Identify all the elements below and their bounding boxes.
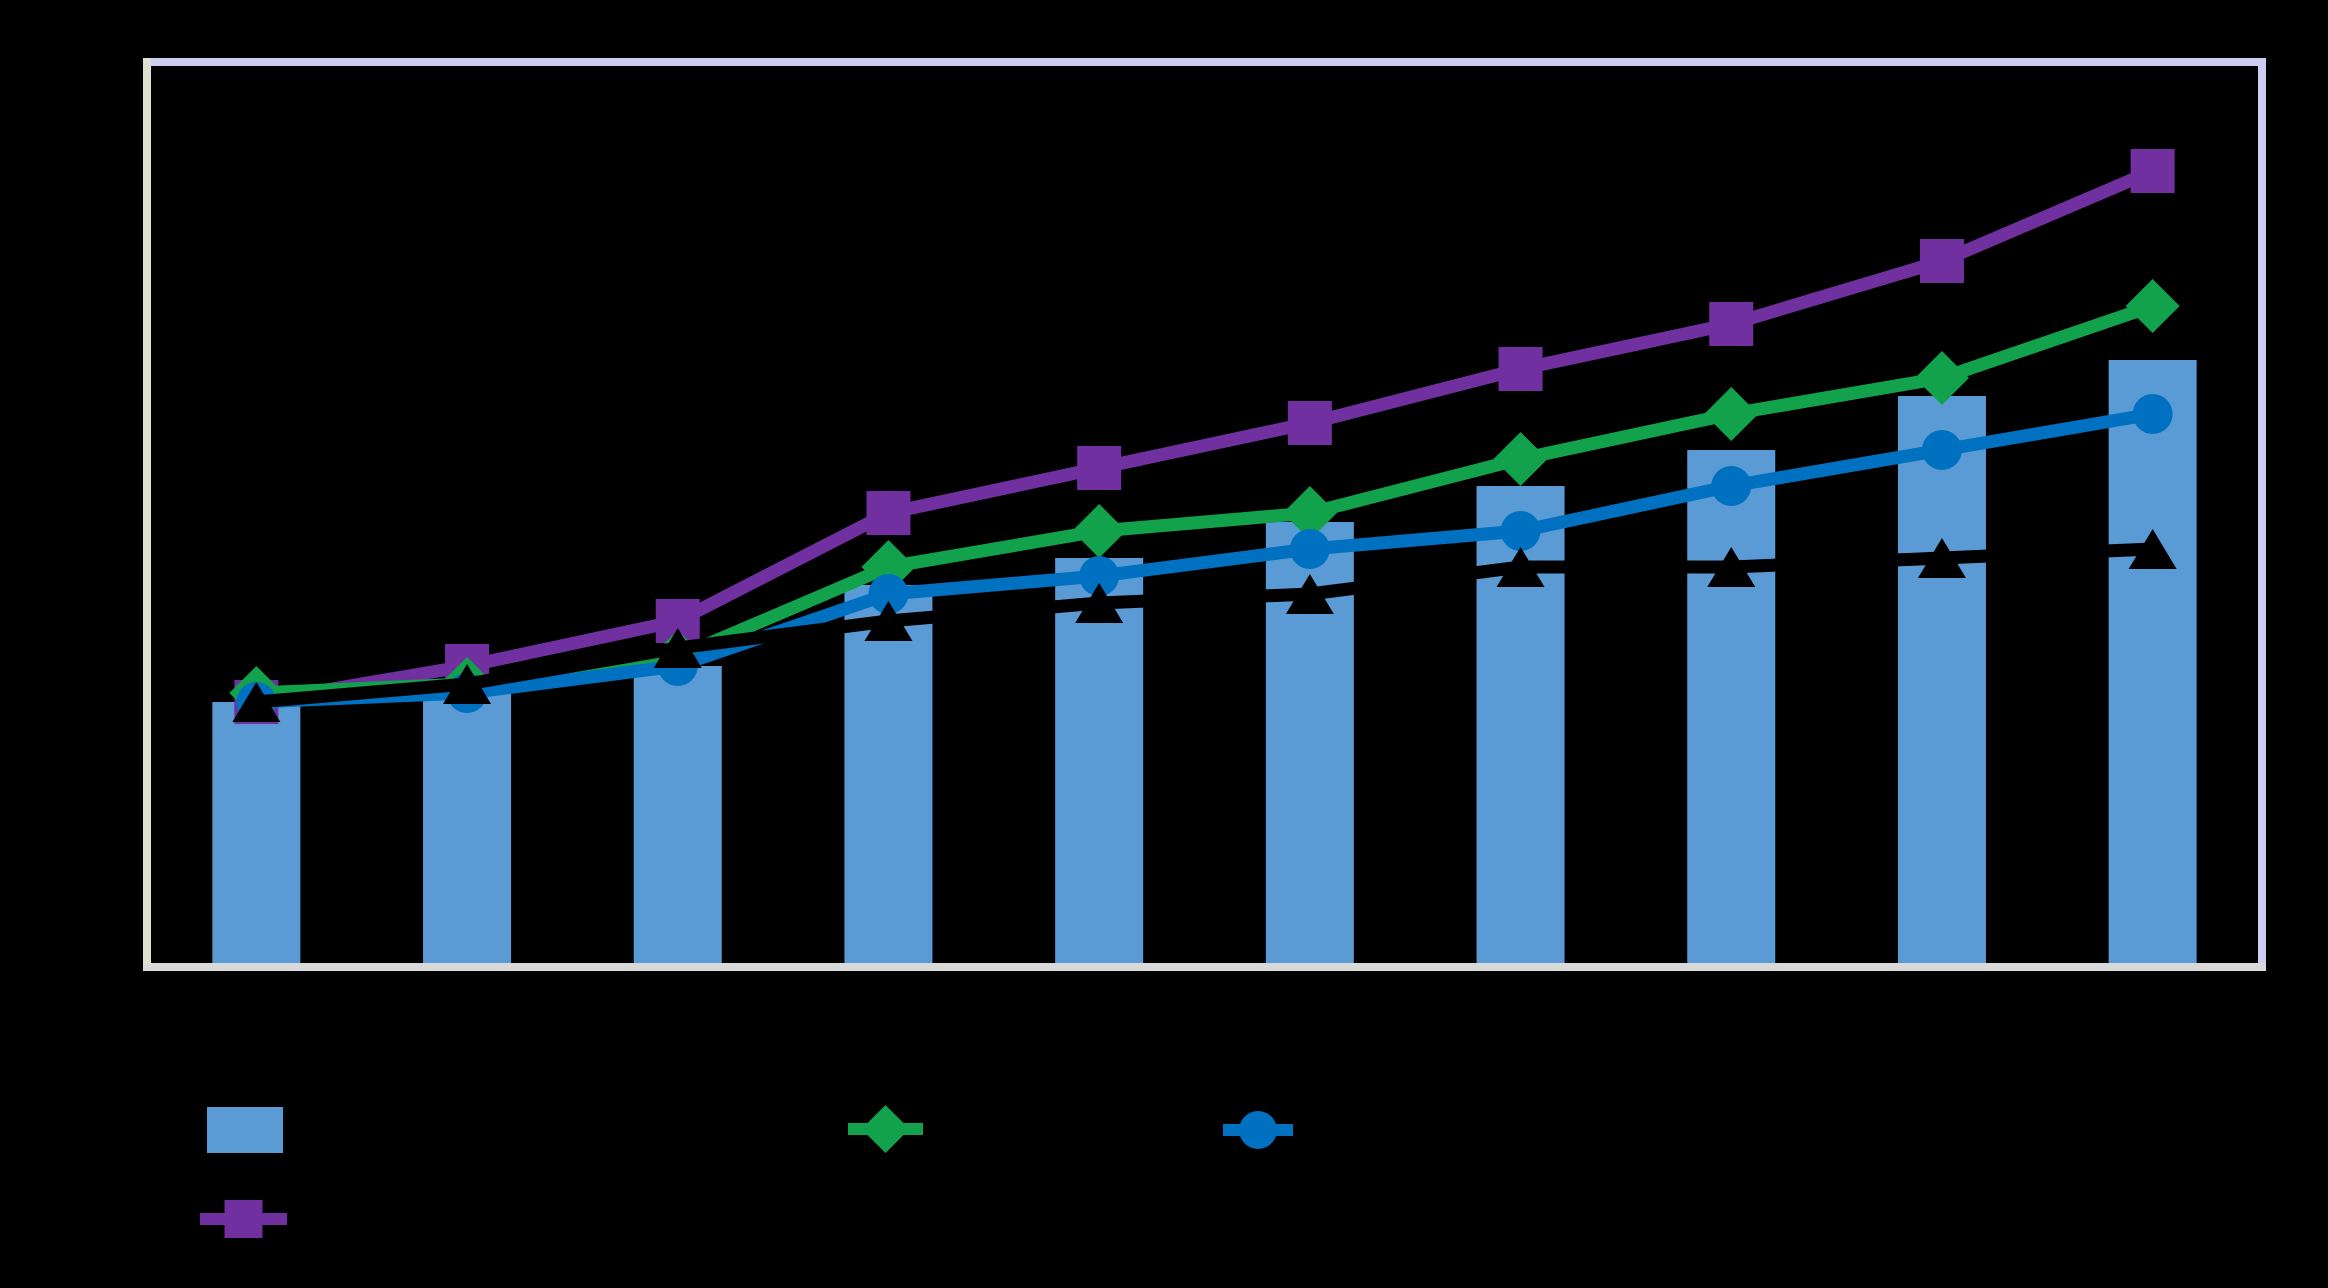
bar-column-10 — [2108, 360, 2197, 963]
blue-line-series-marker-6 — [1289, 529, 1330, 569]
bar-column-1 — [212, 702, 301, 963]
black-line-series-marker-9 — [1917, 538, 1966, 578]
blue-line-series-marker-10 — [2132, 394, 2173, 434]
legend-green-swatch-marker — [861, 1105, 910, 1153]
blue-line-series-marker-4 — [868, 574, 909, 614]
purple-line-series-path — [255, 165, 2156, 709]
green-line-series-marker-8 — [1704, 387, 1759, 441]
purple-line-series-marker-4 — [866, 491, 911, 535]
purple-line-series-marker-5 — [1077, 446, 1122, 490]
green-line-series-marker-7 — [1493, 432, 1548, 486]
plot-border-top — [143, 58, 2266, 66]
black-line-series-marker-1 — [232, 682, 281, 722]
bar-column-4 — [844, 585, 933, 963]
blue-line-series-marker-5 — [1079, 556, 1120, 596]
legend-bar-swatch — [207, 1107, 283, 1153]
purple-line-series-marker-8 — [1709, 302, 1754, 346]
purple-line-series-marker-7 — [1498, 347, 1543, 391]
bar-column-9 — [1897, 396, 1986, 963]
bar-column-8 — [1687, 450, 1776, 963]
plot-border-right — [2258, 58, 2266, 971]
blue-line-series-path — [256, 407, 2154, 709]
black-line-series-marker-3 — [653, 628, 702, 668]
blue-line-series-marker-9 — [1921, 430, 1962, 470]
black-line-series-path — [255, 542, 2153, 709]
green-line-series-marker-6 — [1282, 486, 1337, 540]
bar-column-5 — [1055, 558, 1144, 963]
black-line-series-marker-2 — [443, 664, 492, 704]
bar-column-3 — [633, 666, 722, 963]
green-line-series-marker-5 — [1072, 504, 1127, 558]
green-line-series-marker-10 — [2125, 279, 2180, 333]
black-line-series-marker-5 — [1075, 583, 1124, 623]
plot-border-left — [143, 58, 151, 971]
black-line-series-marker-10 — [2128, 529, 2177, 569]
legend-blue-swatch-marker — [1239, 1111, 1277, 1149]
black-line-series-marker-4 — [864, 601, 913, 641]
black-line-series-marker-6 — [1285, 574, 1334, 614]
blue-line-series-marker-8 — [1711, 466, 1752, 506]
plot-border-bottom — [143, 963, 2266, 971]
bar-column-2 — [423, 693, 512, 963]
purple-line-series-marker-9 — [1919, 239, 1964, 283]
black-line-series-marker-8 — [1707, 547, 1756, 587]
purple-line-series-marker-10 — [2130, 149, 2175, 193]
blue-line-series-marker-7 — [1500, 511, 1541, 551]
black-line-series-marker-7 — [1496, 547, 1545, 587]
green-line-series-marker-9 — [1914, 351, 1969, 405]
legend-purple-swatch-marker — [224, 1200, 263, 1238]
purple-line-series-marker-6 — [1287, 401, 1332, 445]
